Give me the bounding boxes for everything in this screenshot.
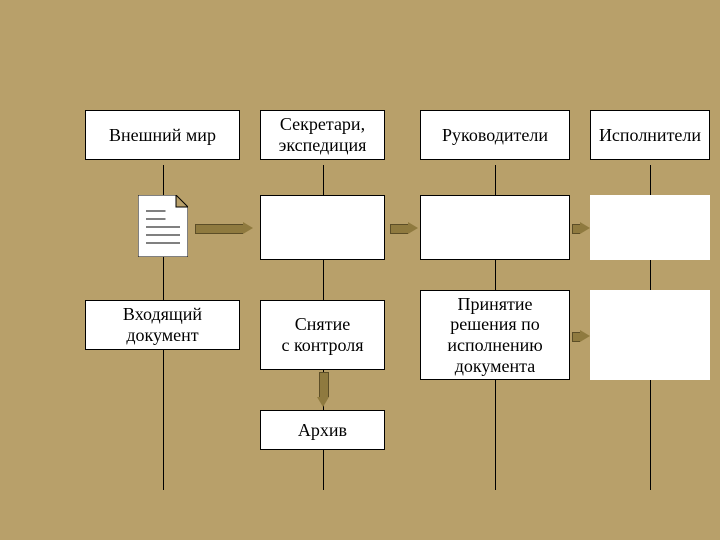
column-header-external: Внешний мир <box>85 110 240 160</box>
arrow-down-icon <box>317 372 329 407</box>
return-box-executors <box>590 290 710 380</box>
decision-box: Принятиерешения поисполнениюдокумента <box>420 290 570 380</box>
flow-box-managers <box>420 195 570 260</box>
incoming-document-label: Входящийдокумент <box>85 300 240 350</box>
diagram-canvas: Внешний мир Секретари,экспедиция Руковод… <box>0 0 720 540</box>
arrow-right-icon <box>390 222 418 234</box>
column-header-executors: Исполнители <box>590 110 710 160</box>
column-header-managers: Руководители <box>420 110 570 160</box>
archive-box: Архив <box>260 410 385 450</box>
removal-from-control-box: Снятиес контроля <box>260 300 385 370</box>
arrow-right-icon <box>195 222 253 234</box>
arrow-right-icon <box>572 330 590 342</box>
flow-box-executors <box>590 195 710 260</box>
document-icon <box>138 195 188 257</box>
column-header-secretaries: Секретари,экспедиция <box>260 110 385 160</box>
flow-box-secretaries <box>260 195 385 260</box>
arrow-right-icon <box>572 222 590 234</box>
